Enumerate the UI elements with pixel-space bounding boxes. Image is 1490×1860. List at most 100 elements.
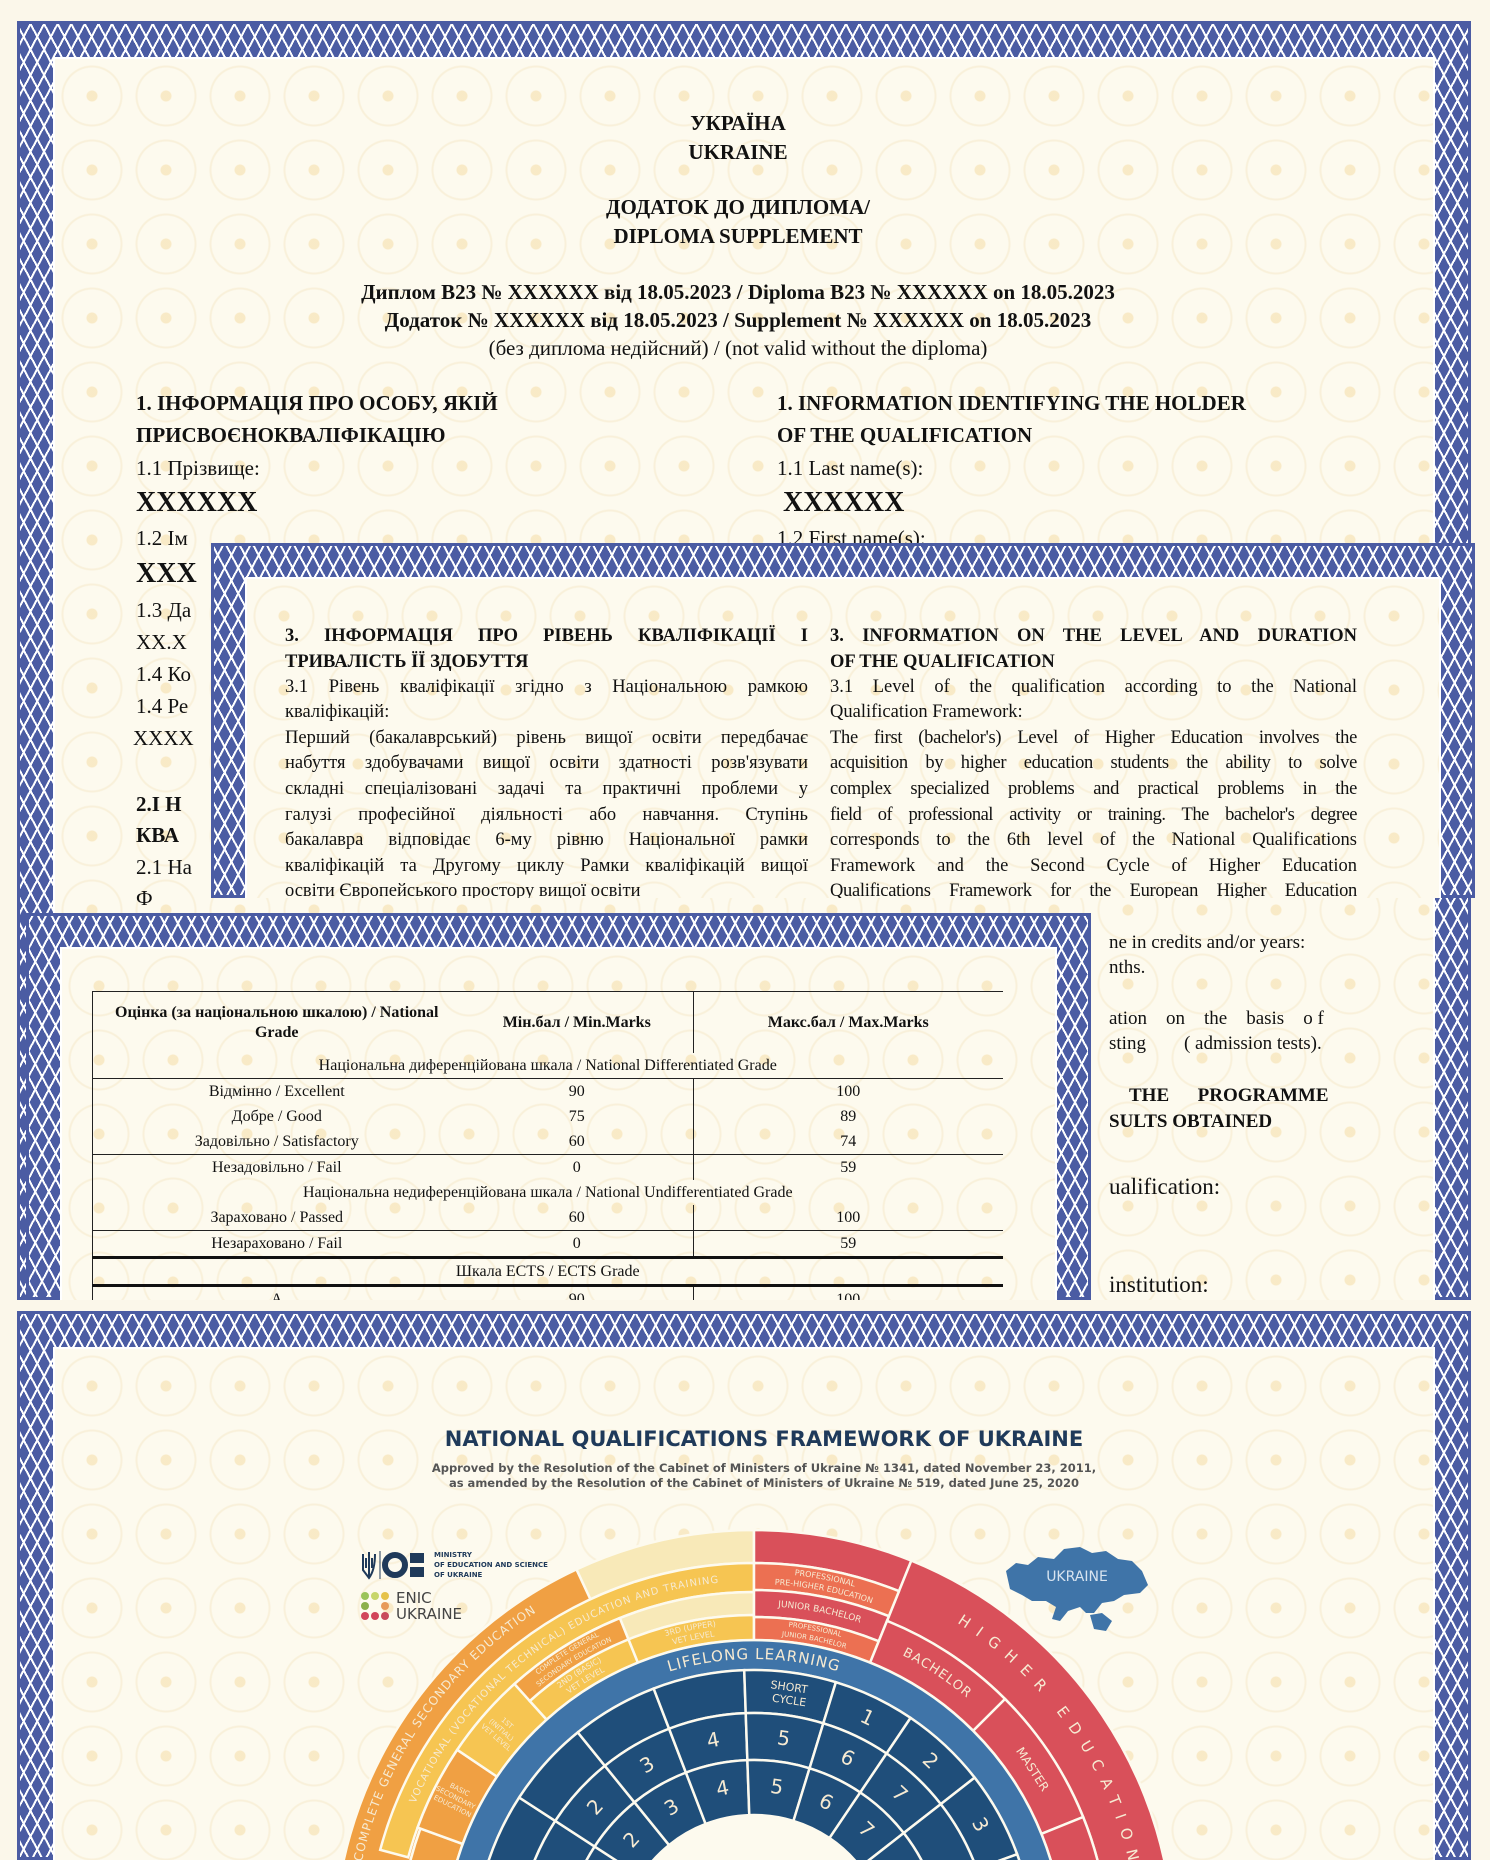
section3-text-uk: 3.1 Рівень кваліфікації згідно з Націона… [285, 677, 808, 697]
section2-item-label: 2.1 На [136, 855, 192, 879]
registration-value-uk: XXXX [133, 726, 194, 750]
level-label-outer: SHORT CYCLE [768, 1678, 812, 1709]
country-en: UKRAINE [688, 140, 788, 164]
section3-text-uk: освіти Європейського простору вищої осві… [285, 881, 641, 898]
min-cell: 0 [572, 1159, 581, 1176]
min-cell: 60 [460, 1205, 694, 1231]
section1-heading-uk: 1. ІНФОРМАЦІЯ ПРО ОСОБУ, ЯКІЙ [136, 391, 498, 415]
section3-heading-en: 3. INFORMATION ON THE LEVEL AND DURATION [830, 626, 1357, 646]
section1-heading-uk-2: ПРИСВОЄНОКВАЛІФІКАЦІЮ [136, 423, 446, 447]
grade-cell: Відмінно / Excellent [92, 1078, 461, 1104]
ukraine-map-icon: UKRAINE [1006, 1547, 1148, 1631]
max-cell: 59 [693, 1230, 1003, 1259]
column-header-min-marks: Мін.бал / Min.Marks [460, 991, 694, 1053]
level-cell [867, 1831, 923, 1860]
diploma-number-line: Диплом B23 № XXXXXX від 18.05.2023 / Dip… [361, 280, 1115, 304]
table-row: Задовільно / Satisfactory 60 74 [92, 1129, 1003, 1155]
group-differentiated: Національна диференційована шкала / Nati… [92, 1053, 1003, 1079]
level-label-middle: 4 [705, 1726, 722, 1752]
registration-label-uk: 1.4 Ре [136, 694, 189, 718]
qualification-fragment: ualification: [1109, 1174, 1221, 1199]
min-cell: 60 [460, 1129, 694, 1155]
section4-heading-fragment-2: SULTS OBTAINED [1109, 1111, 1273, 1132]
doc-title-en: DIPLOMA SUPPLEMENT [613, 224, 863, 248]
ministry-logo-line: MINISTRY [434, 1551, 472, 1559]
birth-date-value-uk: XX.X [136, 630, 187, 654]
level-cell [997, 1852, 1021, 1860]
section2-heading-uk-2: КВА [136, 823, 180, 847]
max-cell: 100 [693, 1205, 1003, 1231]
admission-fragment-1: ation on the basis o f [1109, 1008, 1324, 1029]
grade-cell: Незадовільно / Fail [92, 1154, 461, 1180]
ministry-logo: MINISTRY OF EDUCATION AND SCIENCE OF UKR… [360, 1548, 580, 1582]
first-name-label-uk: 1.2 Ім [136, 526, 188, 550]
nqf-page: NATIONAL QUALIFICATIONS FRAMEWORK OF UKR… [17, 1311, 1471, 1860]
birth-date-label-uk: 1.3 Да [136, 598, 192, 622]
validity-note: (без диплома недійсний) / (not valid wit… [488, 336, 988, 360]
min-cell: 90 [568, 1291, 585, 1300]
ukraine-map: UKRAINE [1002, 1541, 1152, 1641]
max-cell: 100 [693, 1078, 1003, 1104]
last-name-label-uk: 1.1 Прізвище: [136, 456, 260, 480]
supplement-section-3-page: 3. ІНФОРМАЦІЯ ПРО РІВЕНЬ КВАЛІФІКАЦІЇ І … [211, 543, 1475, 898]
section3-text-uk: складні спеціалізовані задачі та практич… [285, 779, 808, 799]
max-cell: 59 [693, 1154, 1003, 1180]
nqf-wheel: COMPLETE GENERAL SECONDARY EDUCATIONVOCA… [342, 1528, 1166, 1860]
section3-text-uk: галузі професійної діяльності або навчан… [285, 805, 808, 825]
min-cell: 90 [568, 1083, 585, 1100]
nqf-subtitle: Approved by the Resolution of the Cabine… [431, 1461, 1097, 1475]
nqf-subtitle-2: as amended by the Resolution of the Cabi… [448, 1476, 1080, 1490]
min-cell: 75 [568, 1108, 585, 1125]
ministry-logo-line: OF UKRAINE [434, 1571, 483, 1579]
max-cell: 100 [693, 1285, 1003, 1300]
admission-fragment-2: sting ( admission tests). [1109, 1033, 1322, 1054]
table-row: Незараховано / Fail 0 59 [92, 1230, 1003, 1259]
section3-text-en: Framework and the Second Cycle of Higher… [830, 856, 1357, 876]
enic-dots-icon [361, 1592, 389, 1620]
min-cell: 0 [460, 1230, 694, 1259]
max-cell: 89 [693, 1104, 1003, 1129]
grade-cell: Задовільно / Satisfactory [92, 1129, 461, 1155]
section3-text-en: field of professional activity or traini… [830, 805, 1357, 825]
table-header-row: Оцінка (за національною шкалою) / Nation… [92, 991, 1003, 1053]
section3-text-en: Qualification Framework: [830, 702, 1023, 722]
institution-fragment: institution: [1109, 1272, 1209, 1297]
section2-item-value: Ф [136, 886, 153, 910]
map-label: UKRAINE [1046, 1569, 1108, 1585]
grading-scale-page: Оцінка (за національною шкалою) / Nation… [26, 913, 1091, 1300]
table-row: Незадовільно / Fail 0 59 [92, 1154, 1003, 1180]
supplement-number-line: Додаток № XXXXXX від 18.05.2023 / Supple… [384, 308, 1092, 332]
section3-heading-en-2: OF THE QUALIFICATION [830, 652, 1055, 672]
grade-cell: Незараховано / Fail [92, 1230, 461, 1259]
nqf-title: NATIONAL QUALIFICATIONS FRAMEWORK OF UKR… [444, 1427, 1084, 1451]
section3-text-en: complex specialized problems and practic… [830, 779, 1357, 799]
section3-text-en: Qualifications Framework for the Europea… [830, 881, 1357, 898]
table-row: Добре / Good 75 89 [92, 1104, 1003, 1129]
ministry-emblem-icon [362, 1551, 424, 1580]
section4-heading-fragment: THE PROGRAMME [1129, 1085, 1329, 1106]
grade-cell: Зараховано / Passed [92, 1205, 461, 1231]
grade-cell: Добре / Good [92, 1104, 461, 1129]
column-header-national-grade: Оцінка (за національною шкалою) / Nation… [92, 991, 461, 1053]
section3-heading-uk: 3. ІНФОРМАЦІЯ ПРО РІВЕНЬ КВАЛІФІКАЦІЇ І [285, 626, 808, 646]
wheel-center [654, 1816, 854, 1860]
page-paper [247, 579, 1439, 898]
country-uk: УКРАЇНА [690, 111, 786, 135]
section2-heading-uk: 2.І Н [136, 792, 182, 816]
enic-logo-line: ENIC [396, 1589, 432, 1607]
section3-text-uk: Перший (бакалаврський) рівень вищої осві… [285, 728, 808, 748]
section3-heading-uk-2: ТРИВАЛІСТЬ ЇЇ ЗДОБУТТЯ [285, 652, 529, 672]
table-row: A 90 100 [92, 1285, 1003, 1300]
last-name-value-uk: XXXXXX [136, 487, 258, 518]
group-undifferentiated: Національна недиференційована шкала / Na… [92, 1180, 1003, 1205]
level-label-inner: 4 [714, 1775, 731, 1801]
section1-heading-en: 1. INFORMATION IDENTIFYING THE HOLDER [777, 391, 1246, 415]
max-cell: 74 [693, 1129, 1003, 1155]
section3-text-en: 3.1 Level of the qualification according… [830, 677, 1357, 697]
group-row: Національна недиференційована шкала / Na… [92, 1180, 1003, 1205]
level-label-middle: 5 [776, 1725, 792, 1751]
months-fragment: nths. [1109, 957, 1146, 978]
level-label-inner: 5 [769, 1773, 785, 1799]
section3-text-en: acquisition by higher education students… [830, 753, 1357, 773]
enic-logo-line: UKRAINE [396, 1605, 463, 1623]
